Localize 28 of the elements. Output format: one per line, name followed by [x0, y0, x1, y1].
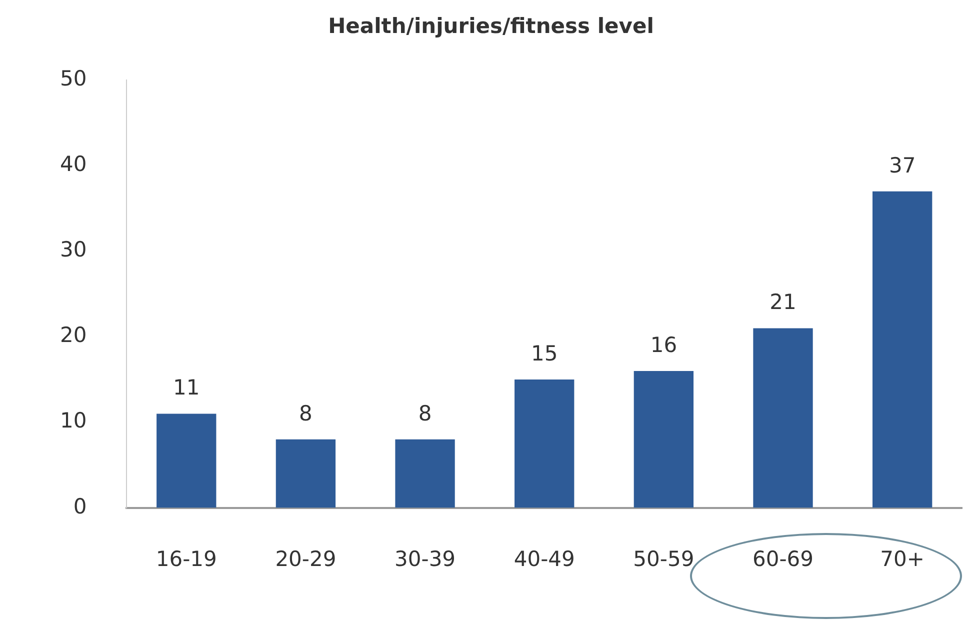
bar [753, 328, 813, 508]
data-label: 8 [418, 401, 432, 426]
x-tick-label: 30-39 [394, 546, 456, 571]
y-tick-label: 20 [60, 323, 87, 348]
y-tick-label: 10 [60, 408, 87, 433]
bar [514, 380, 574, 508]
x-tick-label: 70+ [880, 546, 924, 571]
data-label: 21 [770, 290, 796, 314]
data-label: 37 [888, 153, 916, 178]
data-label: 16 [650, 332, 678, 357]
x-tick-label: 20-29 [275, 546, 336, 571]
x-tick-label: 40-49 [514, 546, 575, 571]
x-tick-label: 16-19 [156, 546, 217, 571]
x-tick-label: 60-69 [752, 546, 814, 571]
data-label: 15 [530, 341, 558, 366]
bar [395, 439, 455, 508]
y-tick-label: 50 [60, 66, 87, 91]
data-label: 11 [173, 376, 200, 400]
y-tick-label: 30 [60, 238, 87, 262]
y-tick-label: 40 [60, 152, 87, 176]
bar [634, 370, 694, 508]
data-label: 8 [299, 401, 312, 426]
bar [872, 191, 932, 508]
y-tick-label: 0 [73, 494, 87, 518]
bar [276, 439, 336, 508]
chart-title: Health/injuries/fitness level [328, 14, 654, 38]
bar [156, 414, 216, 508]
x-tick-label: 50-59 [633, 546, 694, 571]
